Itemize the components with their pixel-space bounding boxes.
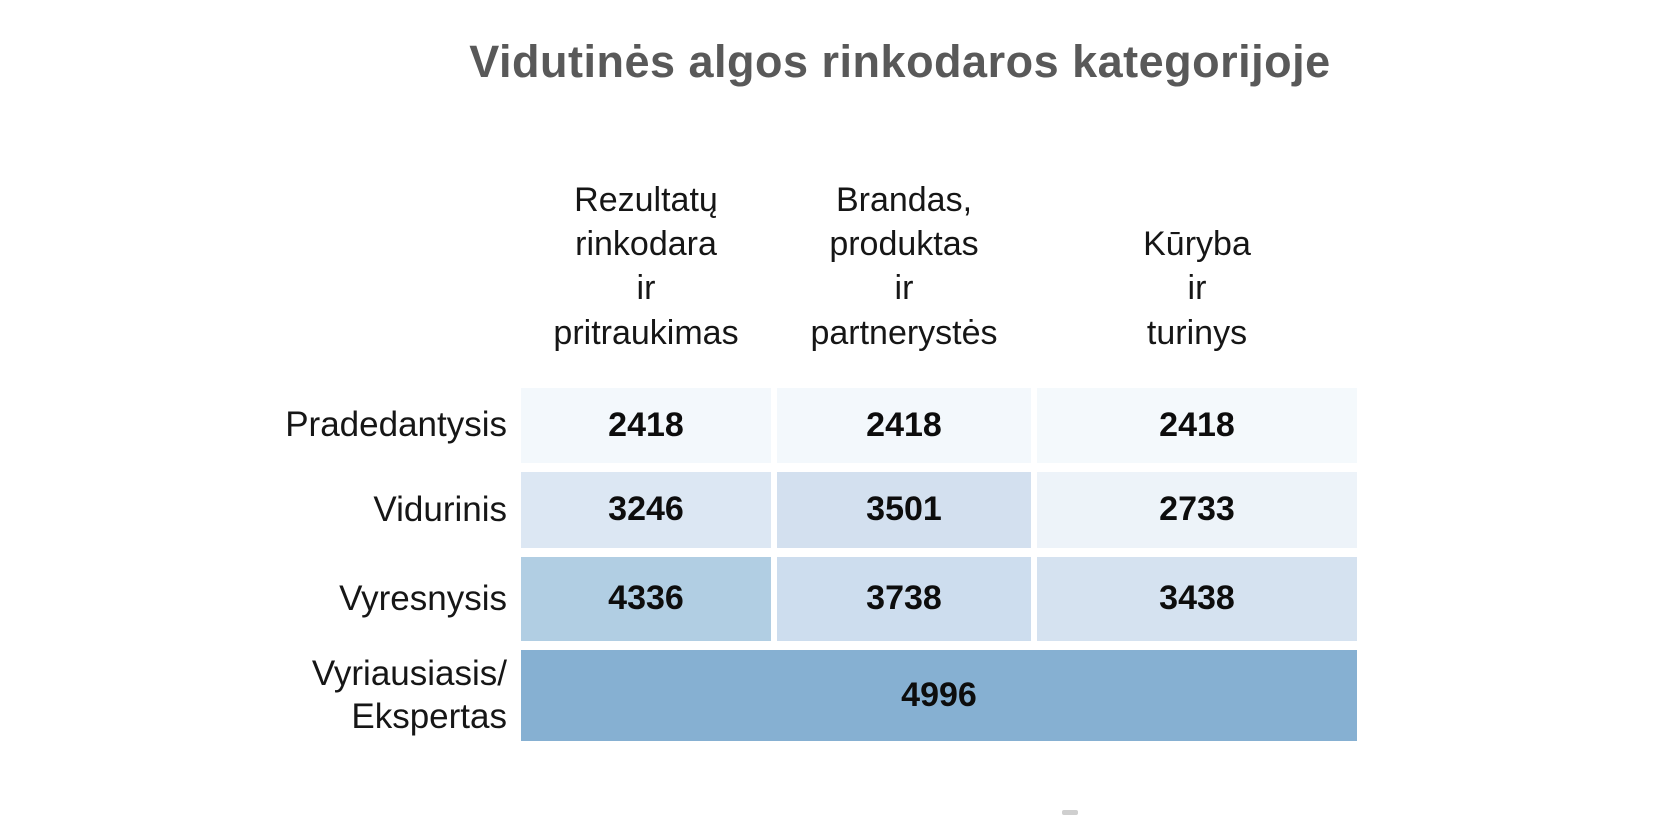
column-header-rezultatu-rinkodara: Rezultatų rinkodara ir pritraukimas [553,181,739,352]
heatmap-cell-pradedantysis-rezultatu: 2418 [521,387,771,463]
row-label-vyresnysis: Vyresnysis [339,578,507,618]
heatmap-cell-vidurinis-rezultatu: 3246 [521,471,771,548]
salary-heatmap-table: Rezultatų rinkodara ir pritraukimas Bran… [260,178,1357,741]
heatmap-cell-vyresnysis-rezultatu: 4336 [521,556,771,641]
heatmap-cell-vidurinis-kuryba: 2733 [1037,471,1357,548]
heatmap-cell-vidurinis-brandas: 3501 [777,471,1031,548]
row-label-vidurinis: Vidurinis [373,489,507,529]
heatmap-cell-vyriausiasis-merged: 4996 [521,649,1357,741]
heatmap-cell-pradedantysis-kuryba: 2418 [1037,387,1357,463]
cropped-text-fragment [1062,810,1078,815]
column-header-kuryba-turinys: Kūryba ir turinys [1143,225,1251,352]
row-label-vyriausiasis-ekspertas: Vyriausiasis/ Ekspertas [311,653,507,737]
chart-title: Vidutinės algos rinkodaros kategorijoje [469,36,1331,87]
heatmap-cell-vyresnysis-brandas: 3738 [777,556,1031,641]
heatmap-cell-pradedantysis-brandas: 2418 [777,387,1031,463]
heatmap-cell-vyresnysis-kuryba: 3438 [1037,556,1357,641]
row-label-pradedantysis: Pradedantysis [285,405,507,445]
column-header-brandas-produktas: Brandas, produktas ir partnerystės [810,181,998,352]
corner-spacer [260,178,515,379]
